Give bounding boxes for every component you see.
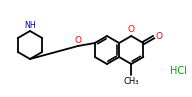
Text: O: O bbox=[155, 32, 162, 41]
Text: O: O bbox=[128, 26, 135, 35]
Text: HCl: HCl bbox=[170, 66, 187, 76]
Text: O: O bbox=[75, 36, 82, 45]
Text: NH: NH bbox=[24, 20, 36, 29]
Text: CH₃: CH₃ bbox=[123, 77, 139, 85]
